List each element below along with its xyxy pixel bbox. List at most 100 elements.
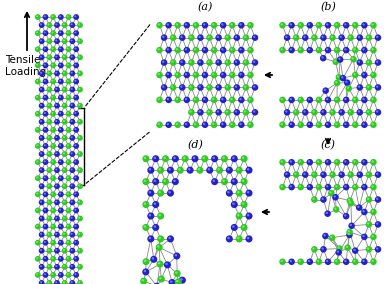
Circle shape	[69, 183, 75, 189]
Circle shape	[50, 175, 56, 181]
Circle shape	[65, 30, 71, 36]
Circle shape	[77, 22, 83, 28]
Circle shape	[316, 258, 322, 265]
Circle shape	[50, 159, 56, 165]
Circle shape	[74, 257, 76, 259]
Circle shape	[326, 260, 328, 262]
Circle shape	[356, 204, 363, 211]
Circle shape	[150, 256, 157, 263]
Circle shape	[194, 98, 196, 100]
Circle shape	[58, 46, 64, 52]
Circle shape	[241, 224, 248, 231]
Circle shape	[54, 232, 60, 237]
Circle shape	[43, 272, 49, 278]
Circle shape	[335, 23, 338, 26]
Circle shape	[279, 159, 286, 166]
Circle shape	[311, 196, 318, 203]
Circle shape	[225, 109, 231, 116]
Circle shape	[74, 64, 76, 66]
Circle shape	[361, 159, 368, 166]
Circle shape	[65, 143, 71, 149]
Circle shape	[162, 155, 169, 162]
Circle shape	[55, 88, 57, 90]
Circle shape	[197, 59, 204, 66]
Circle shape	[71, 39, 73, 41]
Circle shape	[237, 214, 240, 216]
Circle shape	[316, 184, 322, 190]
Circle shape	[185, 98, 187, 100]
Circle shape	[69, 38, 75, 44]
Circle shape	[35, 79, 41, 84]
Circle shape	[244, 85, 246, 88]
Circle shape	[162, 36, 164, 38]
Circle shape	[162, 85, 164, 88]
Circle shape	[174, 47, 181, 53]
Circle shape	[330, 36, 333, 38]
Circle shape	[231, 224, 238, 231]
Circle shape	[176, 280, 178, 282]
Circle shape	[335, 48, 338, 51]
Circle shape	[367, 60, 369, 63]
Circle shape	[290, 98, 292, 100]
Circle shape	[238, 22, 245, 28]
Circle shape	[212, 98, 214, 100]
Circle shape	[51, 257, 53, 259]
Circle shape	[144, 179, 146, 182]
Circle shape	[325, 97, 331, 103]
Circle shape	[55, 23, 57, 25]
Circle shape	[230, 73, 232, 75]
Circle shape	[157, 235, 164, 243]
Circle shape	[50, 143, 56, 149]
Circle shape	[46, 55, 52, 60]
Circle shape	[55, 39, 57, 41]
Circle shape	[63, 233, 65, 235]
Circle shape	[181, 155, 189, 162]
Circle shape	[40, 104, 42, 106]
Circle shape	[67, 160, 69, 162]
Circle shape	[35, 46, 41, 52]
Circle shape	[352, 97, 359, 103]
Circle shape	[317, 98, 319, 100]
Circle shape	[316, 22, 322, 28]
Circle shape	[347, 109, 354, 116]
Circle shape	[284, 34, 290, 41]
Circle shape	[171, 85, 174, 88]
Circle shape	[63, 152, 65, 154]
Circle shape	[71, 201, 73, 203]
Circle shape	[39, 55, 45, 60]
Circle shape	[236, 189, 243, 197]
Circle shape	[67, 144, 69, 146]
Circle shape	[231, 155, 238, 162]
Circle shape	[162, 60, 164, 63]
Circle shape	[279, 97, 286, 103]
Circle shape	[226, 36, 228, 38]
Circle shape	[47, 217, 50, 219]
Circle shape	[289, 258, 295, 265]
Circle shape	[192, 22, 199, 28]
Circle shape	[55, 56, 57, 58]
Circle shape	[230, 48, 232, 51]
Circle shape	[71, 72, 73, 74]
Circle shape	[347, 233, 350, 235]
Circle shape	[193, 156, 195, 159]
Circle shape	[192, 72, 199, 78]
Circle shape	[50, 95, 56, 101]
Circle shape	[366, 34, 372, 41]
Circle shape	[54, 264, 60, 270]
Circle shape	[337, 250, 339, 253]
Circle shape	[157, 212, 164, 220]
Circle shape	[54, 119, 60, 125]
Circle shape	[35, 30, 41, 36]
Circle shape	[362, 260, 365, 262]
Circle shape	[206, 167, 213, 174]
Circle shape	[253, 36, 255, 38]
Circle shape	[167, 98, 169, 100]
Circle shape	[290, 260, 292, 262]
Circle shape	[352, 258, 359, 265]
Circle shape	[367, 222, 369, 225]
Circle shape	[253, 60, 255, 63]
Circle shape	[62, 167, 67, 173]
Circle shape	[252, 59, 258, 66]
Circle shape	[165, 122, 172, 128]
Circle shape	[302, 109, 309, 116]
